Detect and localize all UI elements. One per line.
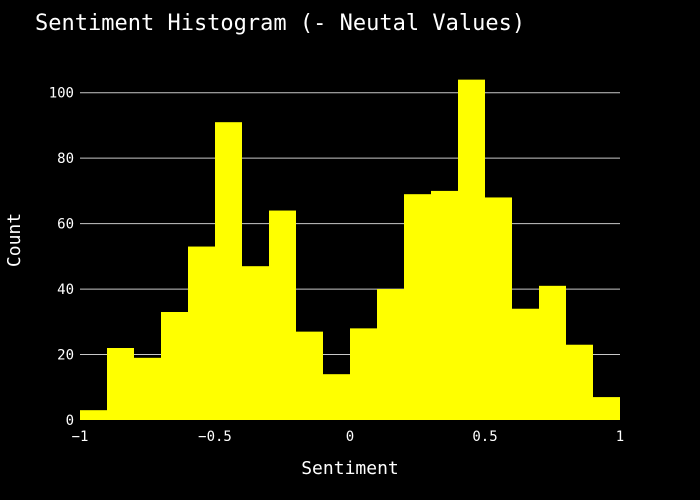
y-tick-label: 0 <box>66 413 74 429</box>
histogram-bar[interactable] <box>269 210 296 420</box>
histogram-bar[interactable] <box>512 308 539 420</box>
y-tick-label: 60 <box>57 217 74 233</box>
x-axis-title: Sentiment <box>301 458 399 479</box>
histogram-bar[interactable] <box>107 348 134 420</box>
histogram-bar[interactable] <box>566 344 593 420</box>
y-tick-label: 20 <box>57 348 74 364</box>
histogram-bars <box>80 79 620 421</box>
histogram-bar[interactable] <box>134 357 161 420</box>
histogram-bar[interactable] <box>161 312 188 420</box>
histogram-bar[interactable] <box>350 328 377 420</box>
histogram-bar[interactable] <box>458 79 485 421</box>
x-tick-label: 0 <box>346 429 354 445</box>
histogram-bar[interactable] <box>296 331 323 420</box>
histogram-bar[interactable] <box>377 289 404 420</box>
histogram-bar[interactable] <box>215 122 242 420</box>
histogram-bar[interactable] <box>404 194 431 420</box>
histogram-bar[interactable] <box>485 197 512 420</box>
x-tick-label: 0.5 <box>472 429 497 445</box>
histogram-bar[interactable] <box>188 246 215 420</box>
histogram-bar[interactable] <box>323 374 350 420</box>
y-axis-title: Count <box>4 213 25 267</box>
y-tick-label: 100 <box>49 86 74 102</box>
histogram-bar[interactable] <box>593 397 620 420</box>
chart-title: Sentiment Histogram (- Neutal Values) <box>35 11 525 36</box>
y-axis-ticks: 0 20 40 60 80 100 <box>49 86 74 429</box>
histogram-bar[interactable] <box>80 410 107 420</box>
x-tick-label: 1 <box>616 429 624 445</box>
x-axis-ticks: −1 −0.5 0 0.5 1 <box>72 429 625 445</box>
histogram-bar[interactable] <box>539 285 566 420</box>
y-tick-label: 80 <box>57 151 74 167</box>
y-tick-label: 40 <box>57 282 74 298</box>
histogram-bar[interactable] <box>431 190 458 420</box>
x-tick-label: −0.5 <box>198 429 232 445</box>
x-tick-label: −1 <box>72 429 89 445</box>
histogram-bar[interactable] <box>242 266 269 420</box>
